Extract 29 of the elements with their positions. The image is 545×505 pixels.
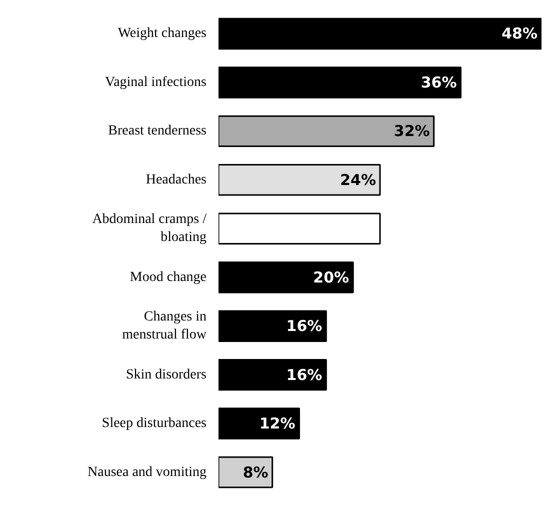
data-label: 12% [259,414,296,433]
data-label: 36% [420,73,457,92]
y-tick-label: Headaches [146,172,207,188]
bar [218,358,327,391]
y-tick-label: Abdominal cramps / bloating [92,212,207,246]
bar [218,456,274,488]
data-label: 8% [242,463,268,482]
data-label: 16% [286,366,322,384]
data-label: 16% [286,317,322,336]
bar [218,310,327,342]
bar [218,212,381,244]
y-tick-label: Weight changes [118,26,207,42]
y-tick-label: Breast tenderness [108,124,207,139]
bar [218,262,354,294]
y-tick-label: Changes in menstrual flow [122,310,208,343]
y-tick-label: Nausea and vomiting [88,464,207,480]
data-label: 32% [394,122,430,140]
y-tick-label: Skin disorders [126,367,206,382]
bar [218,66,462,98]
bar [218,18,542,50]
y-tick-label: Mood change [130,270,207,285]
data-label: 20% [313,268,350,286]
y-tick-label: Sleep disturbances [102,416,207,432]
bar [218,408,300,440]
data-label: 24% [340,170,376,189]
y-tick-label: Vaginal infections [105,74,207,90]
bar [218,164,381,196]
bar [218,115,435,148]
data-label: 48% [502,24,538,43]
